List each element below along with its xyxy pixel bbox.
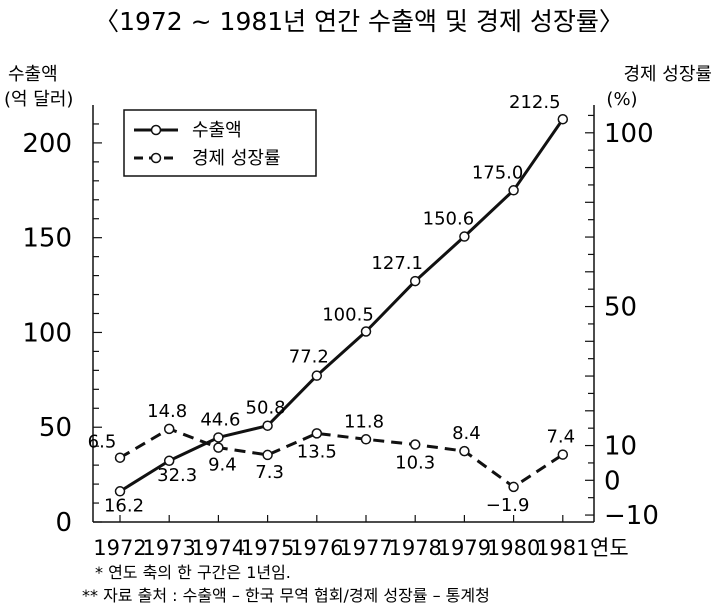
exports-data-label: 16.2 [104,495,144,516]
growth-data-label: 10.3 [395,453,435,474]
growth-point [213,442,224,453]
note-interval: * 연도 축의 한 구간은 1년임. [95,563,291,582]
x-tick-label: 1981 [536,536,589,560]
exports-data-label: 150.6 [423,209,475,230]
exports-data-label: 100.5 [322,305,374,326]
growth-data-label: 8.4 [452,423,481,444]
x-tick-label: 1973 [142,536,195,560]
chart-title: 〈1972 ~ 1981년 연간 수출액 및 경제 성장률〉 [94,7,624,36]
exports-point [311,370,323,381]
left-axis-label-line1: 수출액 [8,64,58,85]
legend: 수출액 경제 성장률 [123,109,317,177]
exports-data-label: 32.3 [157,465,197,486]
left-tick-label: 50 [39,413,72,443]
exports-point [163,455,175,467]
legend-marker-growth [150,152,162,164]
exports-data-label: 44.6 [200,409,240,430]
right-axis-label-line1: 경제 성장률 [623,64,712,85]
x-tick-label: 1978 [388,536,441,560]
growth-data-label: 7.4 [546,427,575,448]
growth-data-label: 9.4 [208,455,237,476]
left-tick-label: 200 [22,129,72,159]
exports-point [459,231,470,242]
right-axis-label-line2: (%) [606,89,637,110]
right-tick-label: 0 [604,466,621,496]
exports-point [360,326,372,337]
left-axis-ticks: 0 50 100 150 200 [22,123,102,538]
growth-point [163,423,175,435]
exports-data-label: 50.8 [246,398,286,419]
exports-point [508,185,519,196]
exports-data-label: 175.0 [472,162,524,183]
left-axis-label-line2: (억 달러) [4,89,73,110]
growth-data-label: 13.5 [297,441,337,462]
growth-point [459,445,470,457]
x-tick-label: 1976 [290,536,343,560]
legend-box [123,109,317,177]
exports-data-label: 212.5 [509,92,561,113]
x-tick-label: 1972 [93,536,146,560]
growth-point [508,481,519,493]
growth-point [114,452,126,463]
exports-point [213,432,224,443]
growth-point [409,439,421,450]
x-tick-label: 1980 [487,536,540,560]
exports-point [114,486,126,497]
legend-label-growth: 경제 성장률 [192,148,281,169]
x-tick-label: 1977 [339,536,392,560]
growth-point [557,449,569,460]
x-tick-label: 1979 [438,536,491,560]
growth-data-label: 7.3 [255,462,284,483]
x-tick-label: 1975 [241,536,294,560]
growth-data-label: −1.9 [486,495,530,516]
right-tick-label: 100 [604,119,654,149]
right-tick-label: 10 [604,432,637,462]
exports-data-label: 77.2 [289,347,329,368]
growth-point [311,428,323,439]
legend-marker-exports [150,124,162,136]
series-layer: 16.2 32.3 44.6 50.8 77.2 100.5 127.1 150.6 175.0… [88,92,575,516]
growth-data-label: 14.8 [147,401,187,422]
left-tick-label: 0 [55,508,72,538]
note-source: ** 자료 출처 : 수출액 – 한국 무역 협회/경제 성장률 – 통계청 [82,586,490,605]
right-tick-label: −10 [604,501,659,531]
growth-data-label: 6.5 [88,432,117,453]
x-tick-label: 1974 [192,536,245,560]
x-axis-label: 연도 [590,536,629,560]
legend-label-exports: 수출액 [192,120,242,141]
exports-data-label: 127.1 [371,253,423,274]
left-tick-label: 100 [22,318,72,348]
growth-point [262,449,273,461]
series-line-growth [119,427,564,489]
growth-point [360,434,372,445]
exports-point [409,275,421,287]
right-tick-label: 50 [604,293,637,323]
growth-data-label: 11.8 [344,411,384,432]
left-tick-label: 150 [22,224,72,254]
exports-point [262,420,273,431]
right-axis-ticks: −10 0 10 50 100 [585,114,659,531]
series-line-exports [119,118,565,493]
exports-point [557,113,569,125]
